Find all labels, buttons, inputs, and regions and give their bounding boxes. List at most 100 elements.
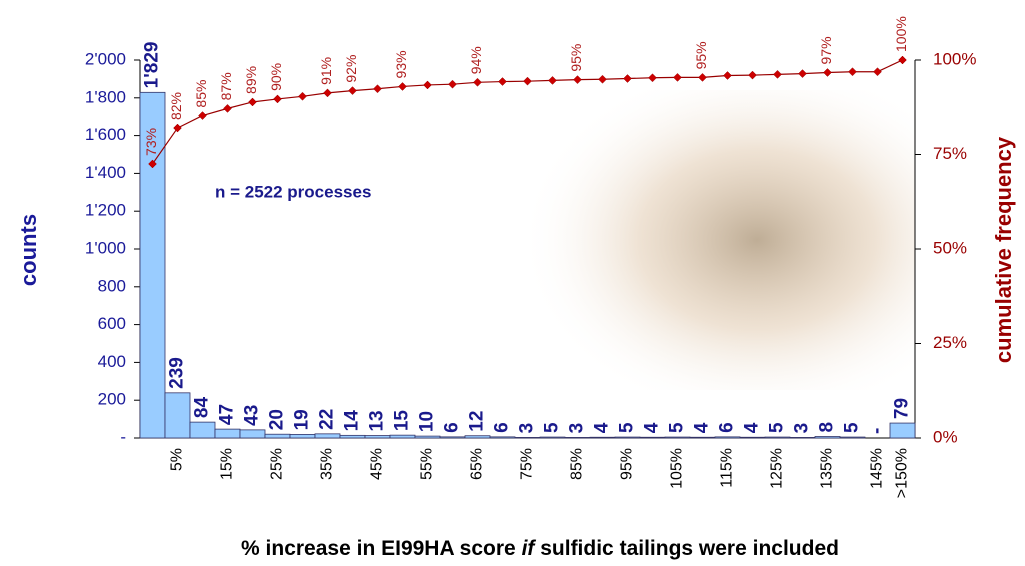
x-tick-label: 45% [369, 448, 386, 480]
cumulative-marker [248, 97, 257, 107]
bar-value-label: 4 [742, 422, 763, 433]
cumulative-label: 85% [193, 80, 209, 108]
cumulative-marker [798, 69, 807, 78]
bar [289, 434, 316, 439]
bar [489, 436, 516, 439]
cumulative-marker [648, 73, 657, 83]
y-tick-label: 1'400 [85, 163, 126, 182]
cumulative-marker [148, 159, 157, 169]
bar-value-label: 5 [542, 422, 563, 433]
bar-value-label: 239 [167, 357, 188, 389]
cumulative-marker [698, 73, 707, 82]
bar-value-label: 3 [567, 423, 588, 434]
bar [364, 435, 391, 439]
x-tick-label: 145% [869, 448, 886, 489]
bar-value-label: 5 [667, 422, 688, 433]
x-tick-label: 135% [819, 448, 836, 489]
cumulative-label: 73% [143, 128, 159, 156]
bar-value-label: 19 [292, 409, 313, 430]
x-tick-label: 25% [269, 448, 286, 480]
cumulative-marker [423, 80, 432, 90]
cumulative-marker [748, 70, 757, 80]
y-tick-label: 1'600 [85, 125, 126, 144]
y2-tick-label: 100% [933, 49, 976, 68]
x-tick-label: 95% [619, 448, 636, 480]
cumulative-marker [473, 77, 482, 87]
bar [139, 91, 166, 439]
bar-value-label: 79 [892, 398, 913, 419]
bar [589, 436, 616, 439]
y2-tick-label: 75% [933, 144, 967, 163]
y-tick-label: - [120, 427, 126, 446]
bar [339, 434, 366, 439]
x-tick-label: 55% [419, 448, 436, 480]
cumulative-label: 91% [318, 57, 334, 85]
cumulative-marker [448, 79, 457, 89]
bar [564, 437, 591, 439]
bar [314, 433, 341, 439]
y-tick-label: 1'200 [85, 201, 126, 220]
bar-value-label: 47 [217, 404, 238, 425]
bar [389, 434, 416, 439]
x-tick-label: 75% [519, 448, 536, 480]
bar [464, 435, 491, 439]
x-label-part: sulfidic tailings were included [534, 537, 839, 560]
cumulative-marker [373, 84, 382, 94]
x-tick-label: 5% [169, 448, 186, 471]
cumulative-marker [198, 111, 207, 120]
y-tick-label: 800 [98, 276, 126, 295]
cumulative-label: 94% [468, 46, 484, 74]
cumulative-marker [848, 67, 857, 77]
bar [264, 433, 291, 439]
bar-value-label: 3 [792, 423, 813, 434]
bar-value-label: 8 [817, 422, 838, 433]
cumulative-marker [673, 73, 682, 82]
y2-tick-label: 50% [933, 238, 967, 257]
cumulative-marker [298, 91, 307, 101]
y2-axis-label: cumulative frequency [991, 136, 1016, 363]
cumulative-marker [223, 104, 232, 113]
cumulative-label: 97% [818, 36, 834, 64]
bar-value-label: 84 [192, 397, 213, 419]
bar-value-label: 5 [617, 422, 638, 433]
bar [164, 392, 191, 439]
x-tick-label: 105% [669, 448, 686, 489]
bar [614, 436, 641, 439]
cumulative-marker [548, 76, 557, 85]
bar [639, 436, 666, 439]
x-tick-label: 115% [719, 448, 736, 488]
bar-value-label: 6 [442, 422, 463, 433]
bar-value-label: 4 [692, 422, 713, 433]
bar-value-label: 14 [342, 410, 363, 432]
cumulative-label: 100% [893, 16, 909, 52]
bar-value-label: 4 [642, 422, 663, 433]
bar [689, 436, 716, 439]
x-tick-label: 125% [769, 448, 786, 489]
cumulative-marker [173, 123, 182, 133]
cumulative-marker [873, 67, 882, 77]
bar [239, 429, 266, 439]
cumulative-label: 89% [243, 66, 259, 94]
bar [514, 437, 541, 439]
bar-value-label: 15 [392, 410, 413, 432]
bar [189, 421, 216, 439]
cumulative-marker [273, 94, 282, 104]
y2-tick-label: 0% [933, 427, 958, 446]
bar-value-label: 20 [267, 409, 288, 430]
y-tick-label: 600 [98, 314, 126, 333]
x-label-part: if [522, 537, 537, 560]
annotation: n = 2522 processes [215, 182, 371, 201]
bar [814, 436, 841, 439]
bar [439, 436, 466, 439]
bar-value-label: 6 [717, 422, 738, 433]
cumulative-marker [573, 75, 582, 85]
bar-value-label: 4 [592, 422, 613, 433]
cumulative-label: 93% [393, 50, 409, 78]
cumulative-marker [348, 86, 357, 95]
bar [414, 435, 441, 439]
x-tick-label: 15% [219, 448, 236, 480]
y-axis-label: counts [16, 214, 41, 286]
bar-value-label: 43 [242, 405, 263, 426]
bar [764, 436, 791, 439]
background-photo [520, 90, 915, 390]
